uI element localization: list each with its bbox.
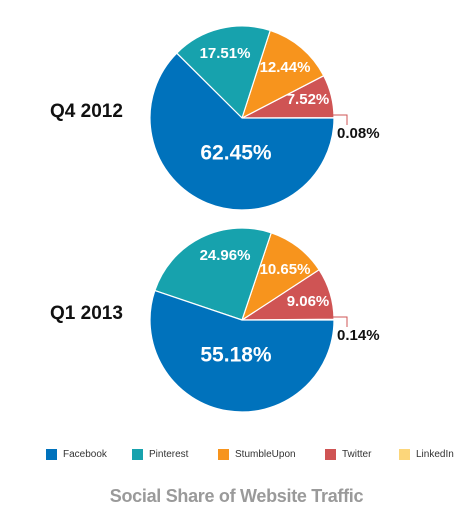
pie-q1-2013: 55.18% 24.96% 10.65% 9.06% 0.14% Q1 2013: [50, 227, 380, 413]
data-label-facebook-q1-2013: 55.18%: [200, 344, 272, 367]
legend-item-pinterest: Pinterest: [132, 446, 188, 462]
period-label-q4-2012: Q4 2012: [50, 101, 123, 122]
legend-swatch-stumbleupon: [218, 448, 229, 460]
pie-charts-svg: 62.45% 17.51% 12.44% 7.52% 0.08% Q4 2012 55.18…: [50, 25, 380, 413]
chart-legend: Facebook Pinterest StumbleUpon Twitter L…: [46, 446, 466, 462]
legend-swatch-linkedin: [399, 448, 410, 460]
pie-q4-2012: 62.45% 17.51% 12.44% 7.52% 0.08% Q4 2012: [50, 25, 380, 211]
leader-line-linkedin-q4-2012: [331, 114, 348, 125]
legend-swatch-facebook: [46, 448, 57, 460]
data-label-pinterest-q1-2013: 24.96%: [200, 247, 251, 264]
data-label-stumbleupon-q1-2013: 10.65%: [260, 261, 311, 278]
pie-slice-pinterest-q1-2013: [154, 227, 272, 321]
pie-slice-pinterest-q4-2012: [175, 25, 271, 120]
chart-title: Social Share of Website Traffic: [109, 486, 364, 506]
data-label-linkedin-q1-2013: 0.14%: [337, 327, 380, 344]
period-label-q1-2013: Q1 2013: [50, 303, 123, 324]
pie-slice-facebook-q1-2013: [149, 289, 335, 413]
pie-slice-facebook-q4-2012: [149, 52, 335, 211]
legend-item-linkedin: LinkedIn: [399, 446, 454, 462]
data-label-facebook-q4-2012: 62.45%: [200, 142, 272, 165]
legend-label-pinterest: Pinterest: [149, 448, 189, 460]
legend-item-facebook: Facebook: [46, 446, 107, 462]
data-label-twitter-q1-2013: 9.06%: [287, 293, 330, 310]
legend-item-twitter: Twitter: [325, 446, 371, 462]
data-label-linkedin-q4-2012: 0.08%: [337, 125, 380, 142]
data-label-twitter-q4-2012: 7.52%: [287, 91, 330, 108]
legend-swatch-pinterest: [132, 448, 143, 460]
data-label-pinterest-q4-2012: 17.51%: [200, 45, 251, 62]
legend-label-linkedin: LinkedIn: [416, 448, 454, 460]
legend-label-twitter: Twitter: [342, 448, 372, 460]
leader-line-linkedin-q1-2013: [331, 316, 348, 327]
legend-swatch-twitter: [325, 448, 336, 460]
legend-label-stumbleupon: StumbleUpon: [235, 448, 296, 460]
data-label-stumbleupon-q4-2012: 12.44%: [260, 59, 311, 76]
legend-label-facebook: Facebook: [63, 448, 107, 460]
legend-item-stumbleupon: StumbleUpon: [218, 446, 296, 462]
pie-slice-stumbleupon-q4-2012: [240, 29, 325, 120]
